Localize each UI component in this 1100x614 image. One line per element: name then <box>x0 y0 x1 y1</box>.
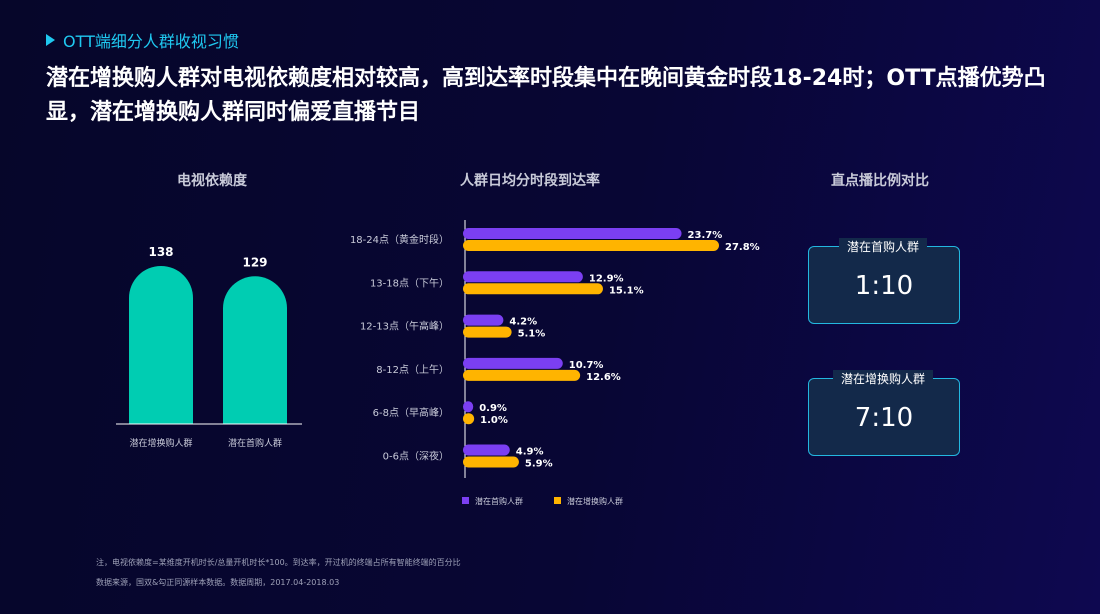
reach-bar <box>463 283 603 295</box>
triangle-icon <box>46 34 55 46</box>
legend-swatch <box>462 497 469 504</box>
dependency-category-label: 潜在首购人群 <box>228 437 282 449</box>
reach-value-label: 4.9% <box>516 447 544 458</box>
reach-chart: 18-24点（黄金时段） 23.7%27.8% 13-18点（下午） 12.9%15.… <box>350 220 760 506</box>
reach-value-label: 23.7% <box>688 230 723 241</box>
reach-bar <box>463 413 475 425</box>
reach-bar <box>463 271 583 283</box>
reach-value-label: 10.7% <box>569 360 604 371</box>
reach-category-label: 6-8点（早高峰） <box>373 406 449 419</box>
dependency-bar <box>223 276 287 424</box>
reach-bar <box>463 326 512 338</box>
ratio-panel-title: 直点播比例对比 <box>831 173 929 189</box>
reach-bar <box>463 369 581 381</box>
dependency-value-label: 129 <box>242 255 267 269</box>
reach-value-label: 12.9% <box>589 273 624 284</box>
reach-bar <box>463 456 519 468</box>
dependency-chart: 138 潜在增换购人群 129 潜在首购人群 <box>116 245 302 449</box>
reach-bar <box>463 444 510 456</box>
reach-value-label: 4.2% <box>509 317 537 328</box>
footnote-definition: 注，电视依赖度=某维度开机时长/总量开机时长*100。到达率，开过机的终端占所有… <box>96 558 461 567</box>
legend-label: 潜在首购人群 <box>475 496 523 506</box>
reach-value-label: 1.0% <box>480 415 508 426</box>
ratio-label: 潜在首购人群 <box>839 238 928 255</box>
reach-bar <box>463 314 504 326</box>
reach-value-label: 0.9% <box>479 403 507 414</box>
dependency-value-label: 138 <box>148 245 173 259</box>
reach-value-label: 5.1% <box>518 329 546 340</box>
section-tag: OTT端细分人群收视习惯 <box>46 28 239 52</box>
reach-value-label: 5.9% <box>525 459 553 470</box>
reach-bar <box>463 357 563 369</box>
reach-bar <box>463 401 474 413</box>
reach-value-label: 15.1% <box>609 285 644 296</box>
dependency-chart-title: 电视依赖度 <box>177 173 247 189</box>
ratio-label: 潜在增换购人群 <box>833 370 934 387</box>
ratio-value: 7:10 <box>854 403 914 433</box>
reach-category-label: 0-6点（深夜） <box>383 450 449 463</box>
ratio-box-first-buyers: 潜在首购人群 1:10 <box>808 238 960 324</box>
reach-category-label: 12-13点（午高峰） <box>360 320 449 333</box>
legend-label: 潜在增换购人群 <box>567 496 623 506</box>
reach-bar <box>463 228 682 239</box>
reach-category-label: 13-18点（下午） <box>370 276 449 289</box>
dependency-category-label: 潜在增换购人群 <box>129 437 192 449</box>
reach-chart-title: 人群日均分时段到达率 <box>460 173 600 189</box>
reach-category-label: 8-12点（上午） <box>376 363 449 376</box>
page-title: 潜在增换购人群对电视依赖度相对较高，高到达率时段集中在晚间黄金时段18-24时；… <box>46 66 1046 125</box>
legend-swatch <box>554 497 561 504</box>
reach-category-label: 18-24点（黄金时段） <box>350 233 449 246</box>
ratio-box-upgrade-buyers: 潜在增换购人群 7:10 <box>808 370 960 456</box>
ratio-value: 1:10 <box>854 271 914 301</box>
reach-bar <box>463 240 719 251</box>
reach-value-label: 27.8% <box>725 242 760 253</box>
section-tag-label: OTT端细分人群收视习惯 <box>63 32 239 51</box>
footnote-source: 数据来源，国双&勾正同源样本数据。数据周期，2017.04-2018.03 <box>96 578 340 587</box>
dependency-bar <box>129 266 193 424</box>
reach-value-label: 12.6% <box>586 372 621 383</box>
